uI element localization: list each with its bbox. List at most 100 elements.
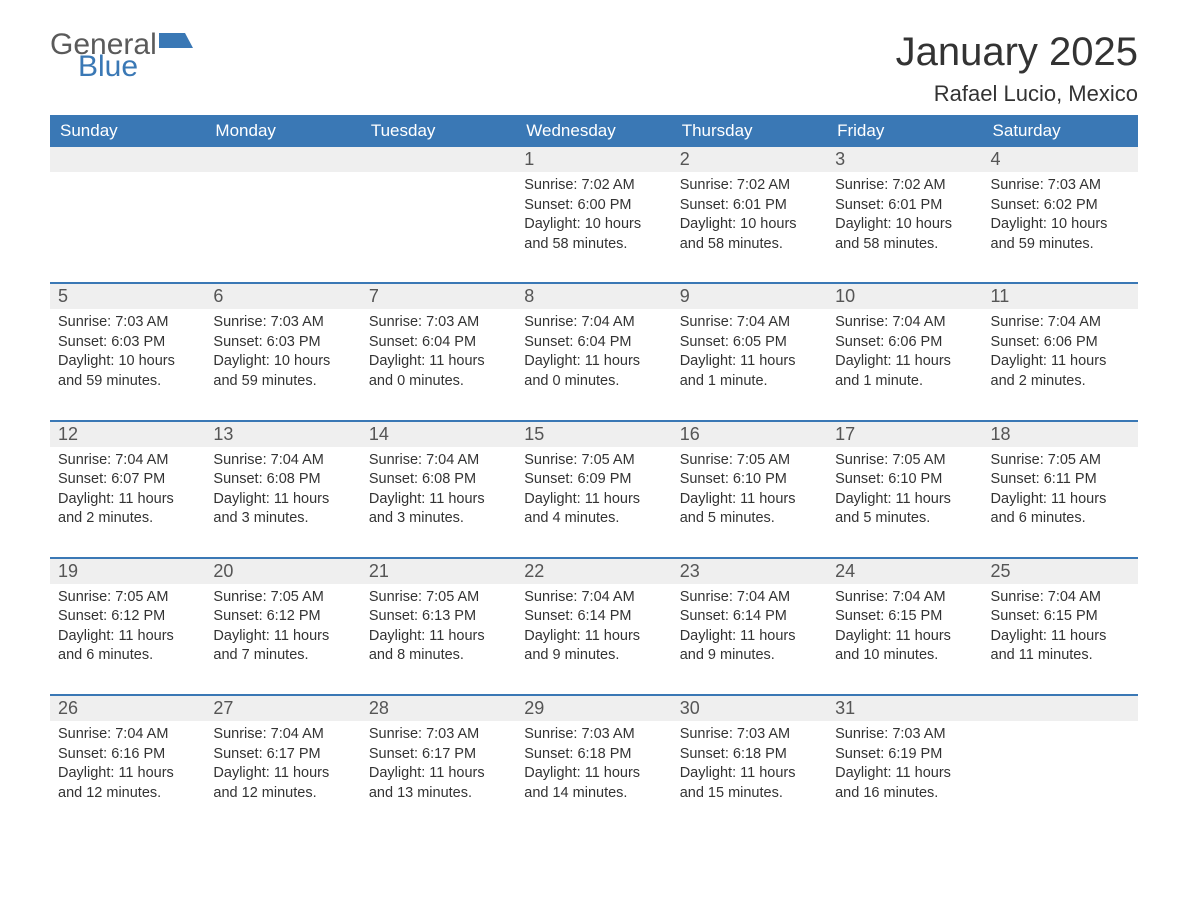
day-details: Sunrise: 7:04 AMSunset: 6:06 PMDaylight:… xyxy=(827,309,982,419)
calendar-week-row: 19Sunrise: 7:05 AMSunset: 6:12 PMDayligh… xyxy=(50,558,1138,695)
day-number: 3 xyxy=(827,147,982,172)
day-number: 16 xyxy=(672,422,827,447)
day-details xyxy=(983,721,1138,781)
calendar-day-cell: 15Sunrise: 7:05 AMSunset: 6:09 PMDayligh… xyxy=(516,421,671,558)
day-number: 23 xyxy=(672,559,827,584)
day-details: Sunrise: 7:04 AMSunset: 6:15 PMDaylight:… xyxy=(827,584,982,694)
calendar-day-cell xyxy=(205,147,360,283)
day-number xyxy=(50,147,205,172)
month-title: January 2025 xyxy=(896,30,1138,75)
day-details: Sunrise: 7:04 AMSunset: 6:08 PMDaylight:… xyxy=(205,447,360,557)
day-details xyxy=(50,172,205,232)
day-details: Sunrise: 7:02 AMSunset: 6:01 PMDaylight:… xyxy=(672,172,827,282)
page-header: General Blue January 2025 Rafael Lucio, … xyxy=(50,30,1138,107)
day-number: 30 xyxy=(672,696,827,721)
calendar-day-cell: 3Sunrise: 7:02 AMSunset: 6:01 PMDaylight… xyxy=(827,147,982,283)
day-number: 18 xyxy=(983,422,1138,447)
calendar-day-cell: 22Sunrise: 7:04 AMSunset: 6:14 PMDayligh… xyxy=(516,558,671,695)
day-number: 7 xyxy=(361,284,516,309)
day-number: 13 xyxy=(205,422,360,447)
day-details: Sunrise: 7:04 AMSunset: 6:15 PMDaylight:… xyxy=(983,584,1138,694)
day-details: Sunrise: 7:04 AMSunset: 6:17 PMDaylight:… xyxy=(205,721,360,831)
day-details: Sunrise: 7:04 AMSunset: 6:04 PMDaylight:… xyxy=(516,309,671,419)
calendar-day-cell xyxy=(983,695,1138,831)
day-details: Sunrise: 7:03 AMSunset: 6:18 PMDaylight:… xyxy=(516,721,671,831)
calendar-day-cell: 27Sunrise: 7:04 AMSunset: 6:17 PMDayligh… xyxy=(205,695,360,831)
calendar-day-cell: 30Sunrise: 7:03 AMSunset: 6:18 PMDayligh… xyxy=(672,695,827,831)
weekday-header: Saturday xyxy=(983,115,1138,147)
day-number: 5 xyxy=(50,284,205,309)
calendar-day-cell: 24Sunrise: 7:04 AMSunset: 6:15 PMDayligh… xyxy=(827,558,982,695)
calendar-day-cell: 12Sunrise: 7:04 AMSunset: 6:07 PMDayligh… xyxy=(50,421,205,558)
calendar-day-cell: 31Sunrise: 7:03 AMSunset: 6:19 PMDayligh… xyxy=(827,695,982,831)
day-number: 24 xyxy=(827,559,982,584)
calendar-day-cell: 8Sunrise: 7:04 AMSunset: 6:04 PMDaylight… xyxy=(516,283,671,420)
weekday-header: Friday xyxy=(827,115,982,147)
calendar-day-cell: 28Sunrise: 7:03 AMSunset: 6:17 PMDayligh… xyxy=(361,695,516,831)
day-number: 8 xyxy=(516,284,671,309)
calendar-day-cell: 26Sunrise: 7:04 AMSunset: 6:16 PMDayligh… xyxy=(50,695,205,831)
day-number: 4 xyxy=(983,147,1138,172)
weekday-header-row: SundayMondayTuesdayWednesdayThursdayFrid… xyxy=(50,115,1138,147)
day-details: Sunrise: 7:03 AMSunset: 6:18 PMDaylight:… xyxy=(672,721,827,831)
calendar-day-cell: 23Sunrise: 7:04 AMSunset: 6:14 PMDayligh… xyxy=(672,558,827,695)
day-number xyxy=(361,147,516,172)
weekday-header: Monday xyxy=(205,115,360,147)
day-number: 6 xyxy=(205,284,360,309)
calendar-day-cell: 7Sunrise: 7:03 AMSunset: 6:04 PMDaylight… xyxy=(361,283,516,420)
calendar-week-row: 1Sunrise: 7:02 AMSunset: 6:00 PMDaylight… xyxy=(50,147,1138,283)
day-number: 19 xyxy=(50,559,205,584)
day-details: Sunrise: 7:05 AMSunset: 6:10 PMDaylight:… xyxy=(827,447,982,557)
calendar-day-cell: 14Sunrise: 7:04 AMSunset: 6:08 PMDayligh… xyxy=(361,421,516,558)
day-details: Sunrise: 7:04 AMSunset: 6:06 PMDaylight:… xyxy=(983,309,1138,419)
day-number: 20 xyxy=(205,559,360,584)
calendar-day-cell: 4Sunrise: 7:03 AMSunset: 6:02 PMDaylight… xyxy=(983,147,1138,283)
calendar-table: SundayMondayTuesdayWednesdayThursdayFrid… xyxy=(50,115,1138,831)
title-block: January 2025 Rafael Lucio, Mexico xyxy=(896,30,1138,107)
calendar-week-row: 26Sunrise: 7:04 AMSunset: 6:16 PMDayligh… xyxy=(50,695,1138,831)
day-details: Sunrise: 7:03 AMSunset: 6:19 PMDaylight:… xyxy=(827,721,982,831)
location-label: Rafael Lucio, Mexico xyxy=(896,81,1138,107)
day-number xyxy=(983,696,1138,721)
calendar-day-cell: 16Sunrise: 7:05 AMSunset: 6:10 PMDayligh… xyxy=(672,421,827,558)
calendar-week-row: 5Sunrise: 7:03 AMSunset: 6:03 PMDaylight… xyxy=(50,283,1138,420)
day-number: 15 xyxy=(516,422,671,447)
day-number: 25 xyxy=(983,559,1138,584)
day-number: 10 xyxy=(827,284,982,309)
day-details xyxy=(361,172,516,232)
calendar-week-row: 12Sunrise: 7:04 AMSunset: 6:07 PMDayligh… xyxy=(50,421,1138,558)
day-details: Sunrise: 7:02 AMSunset: 6:01 PMDaylight:… xyxy=(827,172,982,282)
calendar-day-cell: 20Sunrise: 7:05 AMSunset: 6:12 PMDayligh… xyxy=(205,558,360,695)
calendar-day-cell: 17Sunrise: 7:05 AMSunset: 6:10 PMDayligh… xyxy=(827,421,982,558)
day-number: 14 xyxy=(361,422,516,447)
weekday-header: Wednesday xyxy=(516,115,671,147)
day-details: Sunrise: 7:03 AMSunset: 6:17 PMDaylight:… xyxy=(361,721,516,831)
calendar-day-cell xyxy=(50,147,205,283)
calendar-day-cell: 29Sunrise: 7:03 AMSunset: 6:18 PMDayligh… xyxy=(516,695,671,831)
day-details: Sunrise: 7:03 AMSunset: 6:03 PMDaylight:… xyxy=(50,309,205,419)
weekday-header: Thursday xyxy=(672,115,827,147)
day-number: 1 xyxy=(516,147,671,172)
calendar-day-cell: 2Sunrise: 7:02 AMSunset: 6:01 PMDaylight… xyxy=(672,147,827,283)
day-details: Sunrise: 7:04 AMSunset: 6:14 PMDaylight:… xyxy=(672,584,827,694)
logo-flag-icon xyxy=(159,30,193,48)
day-number: 22 xyxy=(516,559,671,584)
calendar-day-cell: 6Sunrise: 7:03 AMSunset: 6:03 PMDaylight… xyxy=(205,283,360,420)
day-details: Sunrise: 7:03 AMSunset: 6:04 PMDaylight:… xyxy=(361,309,516,419)
day-number: 31 xyxy=(827,696,982,721)
day-number: 27 xyxy=(205,696,360,721)
calendar-day-cell: 5Sunrise: 7:03 AMSunset: 6:03 PMDaylight… xyxy=(50,283,205,420)
day-number: 12 xyxy=(50,422,205,447)
calendar-body: 1Sunrise: 7:02 AMSunset: 6:00 PMDaylight… xyxy=(50,147,1138,831)
day-number: 9 xyxy=(672,284,827,309)
calendar-day-cell: 10Sunrise: 7:04 AMSunset: 6:06 PMDayligh… xyxy=(827,283,982,420)
calendar-day-cell: 11Sunrise: 7:04 AMSunset: 6:06 PMDayligh… xyxy=(983,283,1138,420)
day-details: Sunrise: 7:02 AMSunset: 6:00 PMDaylight:… xyxy=(516,172,671,282)
day-details: Sunrise: 7:05 AMSunset: 6:13 PMDaylight:… xyxy=(361,584,516,694)
day-details: Sunrise: 7:03 AMSunset: 6:02 PMDaylight:… xyxy=(983,172,1138,282)
day-number: 28 xyxy=(361,696,516,721)
day-number xyxy=(205,147,360,172)
day-details: Sunrise: 7:05 AMSunset: 6:12 PMDaylight:… xyxy=(205,584,360,694)
day-number: 21 xyxy=(361,559,516,584)
calendar-day-cell: 18Sunrise: 7:05 AMSunset: 6:11 PMDayligh… xyxy=(983,421,1138,558)
